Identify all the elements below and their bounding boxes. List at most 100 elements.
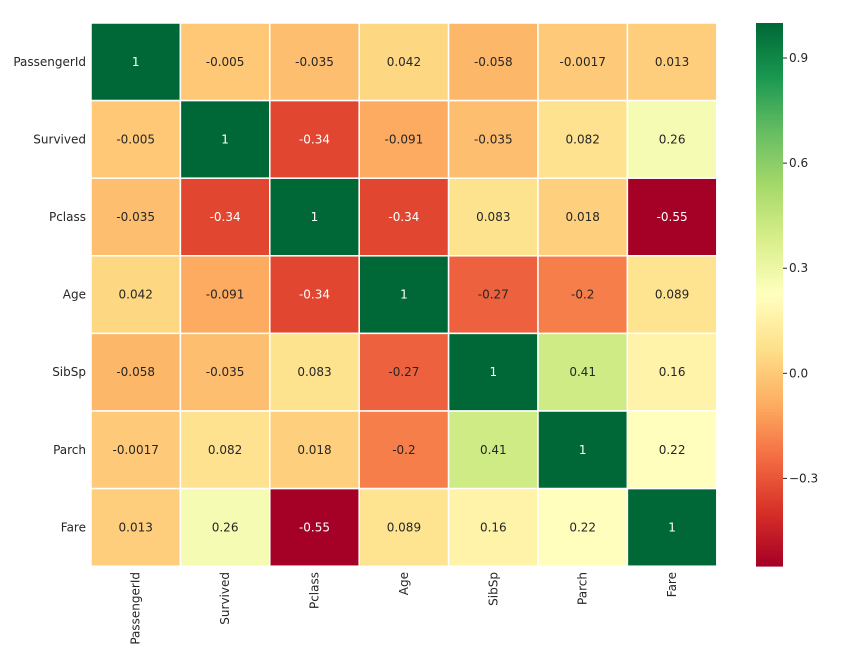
colorbar-segment xyxy=(756,270,783,274)
colorbar-segment xyxy=(756,391,783,395)
cell-value-label: -0.091 xyxy=(385,132,424,146)
colorbar-segment xyxy=(756,89,783,93)
colorbar-segment xyxy=(756,421,783,425)
colorbar-segment xyxy=(756,98,783,103)
colorbar-segment xyxy=(756,321,783,326)
colorbar-segment xyxy=(756,116,783,121)
colorbar-segment xyxy=(756,170,783,175)
colorbar-segment xyxy=(756,207,783,211)
colorbar-segment xyxy=(756,41,783,45)
colorbar-segment xyxy=(756,342,783,347)
colorbar-segment xyxy=(756,213,783,217)
cell-value-label: -0.0017 xyxy=(113,443,159,457)
heatmap-cell xyxy=(269,332,360,412)
cell-value-label: 0.082 xyxy=(566,132,600,146)
colorbar-segment xyxy=(756,412,783,416)
colorbar-segment xyxy=(756,146,783,151)
cell-value-label: 0.41 xyxy=(569,365,596,379)
heatmap-cell xyxy=(90,99,182,179)
colorbar-segment xyxy=(756,261,783,265)
heatmap-cell xyxy=(269,99,360,179)
colorbar-segment xyxy=(756,415,783,419)
colorbar-segment xyxy=(756,544,783,549)
heatmap-cell xyxy=(179,255,271,335)
cell-value-label: -0.005 xyxy=(116,132,155,146)
colorbar-segment xyxy=(756,508,783,513)
colorbar-segment xyxy=(756,210,783,214)
colorbar-segment xyxy=(756,556,783,561)
heatmap-cell xyxy=(269,487,360,567)
colorbar-segment xyxy=(756,197,783,202)
colorbar-segment xyxy=(756,107,783,112)
colorbar-segment xyxy=(756,454,783,458)
colorbar-segment xyxy=(756,484,783,489)
colorbar-segment xyxy=(756,86,783,90)
cell-value-label: -0.2 xyxy=(392,443,415,457)
colorbar-segment xyxy=(756,222,783,226)
colorbar-segment xyxy=(756,526,783,531)
cell-value-label: -0.058 xyxy=(474,55,513,69)
colorbar-segment xyxy=(756,436,783,440)
colorbar-segment xyxy=(756,92,783,96)
colorbar-segment xyxy=(756,466,783,471)
colorbar-segment xyxy=(756,231,783,235)
colorbar-segment xyxy=(756,68,783,72)
x-tick-label: PassengerId xyxy=(129,572,143,645)
colorbar-segment xyxy=(756,424,783,428)
colorbar-segment xyxy=(756,267,783,271)
colorbar-segment xyxy=(756,511,783,516)
colorbar-segment xyxy=(756,297,783,302)
heatmap-cell xyxy=(537,177,629,257)
cell-value-label: 1 xyxy=(579,443,587,457)
colorbar-segment xyxy=(756,457,783,462)
colorbar-segment xyxy=(756,363,783,368)
y-tick-label: Parch xyxy=(53,443,86,457)
colorbar-segment xyxy=(756,375,783,380)
colorbar-segment xyxy=(756,125,783,130)
cell-value-label: -0.34 xyxy=(299,132,330,146)
x-tick-labels: PassengerId Survived Pclass Age SibSp Parch Fa… xyxy=(129,572,679,645)
colorbar-segment xyxy=(756,237,783,241)
colorbar-segment xyxy=(756,225,783,229)
colorbar-segment xyxy=(756,29,783,33)
colorbar-segment xyxy=(756,74,783,78)
colorbar-segment xyxy=(756,134,783,139)
colorbar-segment xyxy=(756,53,783,57)
colorbar-segment xyxy=(756,324,783,329)
cell-value-label: 0.013 xyxy=(655,55,689,69)
x-tick-label: Parch xyxy=(576,572,590,605)
colorbar-segment xyxy=(756,110,783,115)
colorbar-segment xyxy=(756,309,783,314)
colorbar-segment xyxy=(756,562,783,567)
colorbar-segment xyxy=(756,32,783,36)
colorbar-segment xyxy=(756,255,783,259)
colorbar-segment xyxy=(756,427,783,431)
cell-value-label: 0.082 xyxy=(208,443,242,457)
colorbar-segment xyxy=(756,460,783,465)
colorbar-segment xyxy=(756,463,783,468)
y-tick-label: Pclass xyxy=(49,210,86,224)
heatmap-cell xyxy=(90,487,182,567)
colorbar-segment xyxy=(756,167,783,172)
colorbar-segment xyxy=(756,451,783,455)
colorbar-segment xyxy=(756,155,783,160)
colorbar-segment xyxy=(756,149,783,154)
colorbar-segment xyxy=(756,532,783,537)
colorbar-segment xyxy=(756,499,783,504)
colorbar-segment xyxy=(756,487,783,492)
colorbar-tick-label: 0.0 xyxy=(789,366,808,380)
cell-value-label: 1 xyxy=(489,365,497,379)
colorbar-segment xyxy=(756,366,783,371)
colorbar-segment xyxy=(756,381,783,386)
colorbar-segment xyxy=(756,83,783,87)
colorbar-segment xyxy=(756,194,783,199)
heatmap-cell xyxy=(269,22,360,102)
cell-value-label: 0.22 xyxy=(569,520,596,534)
colorbar-segment xyxy=(756,351,783,356)
heatmap-cell xyxy=(358,487,450,567)
colorbar-segment xyxy=(756,137,783,142)
cell-value-label: -0.34 xyxy=(210,210,241,224)
colorbar-segment xyxy=(756,276,783,281)
cell-value-label: 1 xyxy=(400,288,408,302)
